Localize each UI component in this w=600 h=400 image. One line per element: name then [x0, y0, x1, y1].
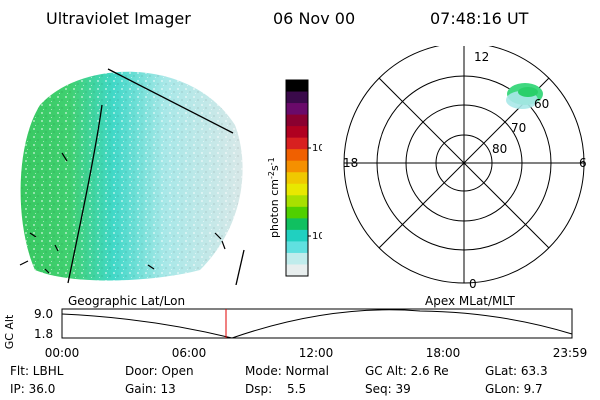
- mlt-label-12: 12: [474, 50, 489, 64]
- colorbar: 100 10 photon cm-2s-1: [267, 79, 322, 277]
- grid-line: [67, 104, 103, 284]
- app-title: Ultraviolet Imager: [46, 9, 191, 28]
- mlt-label-6: 6: [579, 156, 587, 170]
- time-label: 07:48:16 UT: [430, 9, 529, 28]
- info-glon: GLon: 9.7: [485, 382, 543, 396]
- time-tick: 06:00: [172, 346, 207, 360]
- colorbar-scale: [286, 80, 308, 277]
- info-gain: Gain: 13: [125, 382, 176, 396]
- altitude-tick-min: 1.8: [34, 327, 53, 341]
- date-label: 06 Nov 00: [273, 9, 356, 28]
- colorbar-cell: [286, 264, 308, 277]
- time-tick: 00:00: [45, 346, 80, 360]
- info-flt: Flt: LBHL: [10, 364, 64, 378]
- colorbar-cell: [286, 241, 308, 254]
- colorbar-cell: [286, 252, 308, 265]
- aurora-overlay: [506, 83, 543, 109]
- colorbar-cell: [286, 195, 308, 208]
- altitude-curve: [61, 309, 573, 339]
- colorbar-cell: [286, 126, 308, 139]
- colorbar-label: photon cm-2s-1: [267, 157, 282, 238]
- map-label-apex: Apex MLat/MLT: [425, 294, 515, 308]
- info-glat: GLat: 63.3: [485, 364, 548, 378]
- time-tick: 18:00: [426, 346, 461, 360]
- polar-plot: 12 18 6 0 60 70 80: [343, 46, 587, 291]
- mlt-label-0: 0: [469, 277, 477, 291]
- colorbar-cell: [286, 114, 308, 127]
- colorbar-cell: [286, 172, 308, 185]
- colorbar-cell: [286, 137, 308, 150]
- info-dsp-label: Dsp:: [245, 382, 273, 396]
- info-ip: IP: 36.0: [10, 382, 56, 396]
- colorbar-cell: [286, 183, 308, 196]
- lat-label-80: 80: [492, 142, 507, 156]
- info-seq: Seq: 39: [365, 382, 411, 396]
- colorbar-tick-10: 10: [312, 231, 322, 242]
- colorbar-cell: [286, 80, 308, 93]
- colorbar-cell: [286, 149, 308, 162]
- info-gc-alt: GC Alt: 2.6 Re: [365, 364, 449, 378]
- colorbar-cell: [286, 229, 308, 242]
- altitude-tick-max: 9.0: [34, 307, 53, 321]
- colorbar-cell: [286, 103, 308, 116]
- lat-label-70: 70: [511, 121, 526, 135]
- coastline: [19, 152, 226, 274]
- info-dsp-value: 5.5: [287, 382, 307, 396]
- mlt-label-18: 18: [343, 156, 358, 170]
- grid-line: [235, 249, 245, 285]
- geographic-image: [19, 68, 245, 285]
- colorbar-tick-100: 100: [312, 143, 322, 154]
- map-label-geographic: Geographic Lat/Lon: [68, 294, 186, 308]
- info-door: Door: Open: [125, 364, 194, 378]
- time-tick: 23:59: [553, 346, 588, 360]
- info-mode: Mode: Normal: [245, 364, 329, 378]
- lat-label-60: 60: [534, 97, 549, 111]
- altitude-axis-label: GC Alt: [3, 314, 16, 349]
- colorbar-cell: [286, 218, 308, 231]
- colorbar-cell: [286, 206, 308, 219]
- time-tick: 12:00: [299, 346, 334, 360]
- colorbar-cell: [286, 91, 308, 104]
- altitude-plot: GC Alt 9.0 1.8 00:00 06:00 12:00 18:00 2…: [3, 307, 588, 360]
- grid-line: [107, 68, 234, 134]
- colorbar-cell: [286, 160, 308, 173]
